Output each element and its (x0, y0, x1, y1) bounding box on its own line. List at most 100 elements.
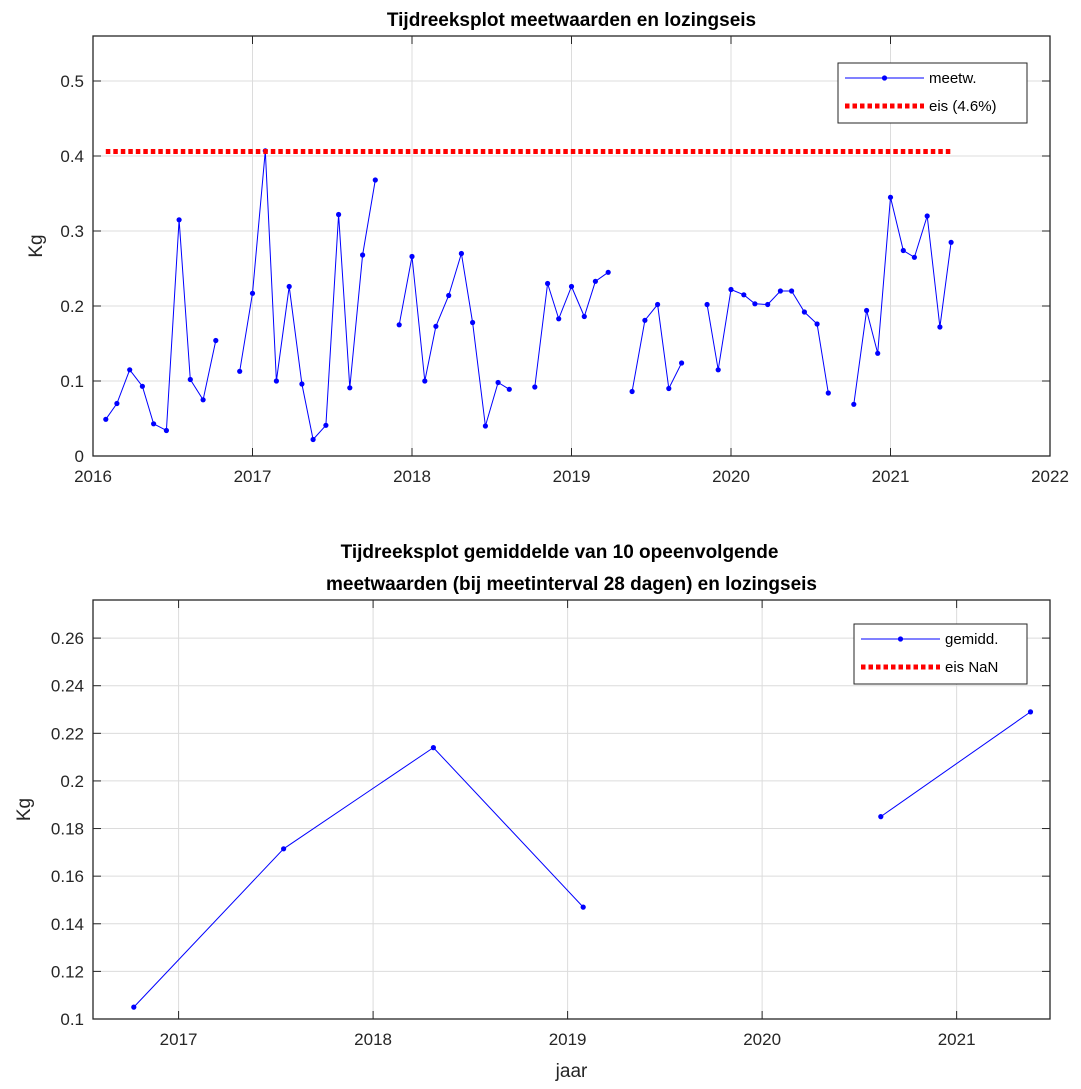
x-tick-label: 2016 (74, 467, 112, 486)
data-point (924, 213, 930, 219)
chart-title: Tijdreeksplot meetwaarden en lozingseis (387, 10, 756, 31)
data-point (237, 368, 243, 374)
legend-entry: eis NaN (945, 659, 998, 676)
data-point (396, 322, 402, 328)
data-point (864, 307, 870, 314)
data-point (825, 390, 831, 396)
data-point (482, 423, 488, 429)
series-line (880, 711, 1031, 818)
data-point (704, 301, 710, 308)
data-point (605, 269, 611, 275)
x-tick-label: 2020 (712, 467, 750, 486)
data-point (568, 283, 575, 290)
data-point (299, 381, 305, 387)
data-point (937, 324, 943, 330)
legend-entry: gemidd. (945, 631, 998, 648)
data-point (506, 386, 512, 392)
data-point (715, 367, 721, 373)
data-point (433, 323, 439, 329)
data-point (741, 292, 747, 298)
data-point (789, 288, 795, 294)
data-point (878, 814, 884, 820)
y-tick-label: 0.2 (60, 297, 84, 316)
data-point (430, 745, 436, 751)
chart-meetwaarden: 2016 2017 2018 2019 2020 2021 2022 0 0.1 0.2 0.3 0.… (26, 10, 1069, 486)
chart-title: meetwaarden (bij meetinterval 28 dagen) … (326, 574, 817, 595)
data-point (458, 250, 464, 257)
y-tick-label: 0.5 (60, 72, 84, 91)
data-point (127, 367, 133, 373)
data-point (655, 301, 661, 308)
data-point (139, 383, 145, 389)
x-tick-label: 2019 (549, 1030, 587, 1049)
data-point (131, 1004, 137, 1010)
y-tick-label: 0.22 (51, 724, 84, 743)
data-point (629, 388, 635, 395)
data-point (900, 247, 906, 254)
data-point (752, 301, 758, 307)
x-tick-label: 2021 (872, 467, 910, 486)
data-point (281, 846, 287, 852)
y-tick-label: 0.12 (51, 962, 84, 981)
data-point (187, 376, 193, 383)
x-tick-label: 2022 (1031, 467, 1069, 486)
series-line (105, 219, 217, 432)
y-tick-label: 0.26 (51, 629, 84, 648)
y-tick-label: 0 (75, 447, 84, 466)
x-tick-label: 2018 (393, 467, 431, 486)
data-point (887, 194, 894, 200)
series-line (133, 746, 584, 1008)
data-point (580, 904, 586, 910)
legend-box (837, 62, 1028, 124)
y-tick-label: 0.1 (60, 372, 84, 391)
data-point (200, 397, 206, 403)
data-point (532, 384, 538, 390)
legend-box (853, 623, 1028, 685)
data-point (592, 278, 599, 284)
data-point (323, 422, 329, 428)
x-tick-label: 2019 (553, 467, 591, 486)
data-point (581, 313, 587, 320)
data-point (409, 253, 415, 260)
data-point (1027, 709, 1034, 715)
data-point (851, 401, 857, 407)
data-point (470, 319, 476, 326)
data-point (249, 290, 256, 296)
data-point (372, 177, 378, 183)
chart-gemiddelde: 2017 2018 2019 2020 2021 0.1 0.12 0.14 0.16 0.18 0… (14, 542, 1051, 1082)
legend-entry: eis (4.6%) (929, 98, 997, 115)
y-axis-label: Kg (26, 234, 47, 257)
data-point (765, 301, 771, 308)
data-point (176, 217, 182, 223)
y-tick-label: 0.16 (51, 867, 84, 886)
data-point (286, 283, 292, 290)
data-point (360, 252, 366, 258)
data-point (151, 421, 157, 427)
data-point (875, 350, 881, 356)
x-tick-label: 2021 (938, 1030, 976, 1049)
y-tick-label: 0.3 (60, 222, 84, 241)
data-point (801, 309, 808, 315)
data-point (545, 280, 551, 287)
data-point (163, 427, 169, 434)
data-point (814, 321, 820, 327)
y-tick-label: 0.1 (60, 1010, 84, 1029)
data-point (336, 211, 342, 218)
x-tick-label: 2018 (354, 1030, 392, 1049)
legend-swatch-marker (881, 75, 888, 81)
data-point (310, 436, 316, 443)
x-tick-label: 2020 (743, 1030, 781, 1049)
data-point (422, 378, 428, 384)
data-point (556, 316, 562, 322)
data-point (777, 288, 784, 294)
y-tick-label: 0.18 (51, 820, 84, 839)
y-tick-label: 0.4 (60, 147, 84, 166)
data-point (728, 286, 734, 293)
x-tick-label: 2017 (160, 1030, 198, 1049)
data-point (103, 416, 109, 422)
data-point (495, 379, 501, 386)
series-line (398, 253, 510, 427)
data-point (213, 337, 219, 344)
y-tick-label: 0.2 (60, 772, 84, 791)
